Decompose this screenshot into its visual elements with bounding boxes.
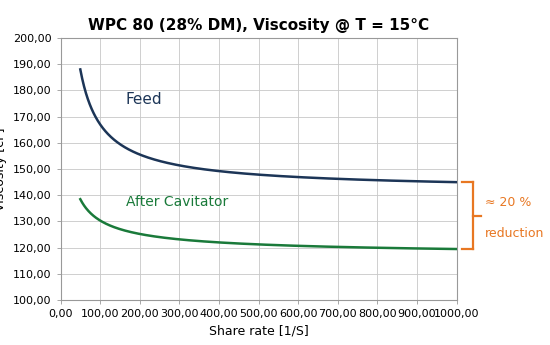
Y-axis label: Viscosity [cP]: Viscosity [cP] [0,127,7,211]
Text: reduction: reduction [485,227,544,240]
Text: Feed: Feed [126,91,162,107]
X-axis label: Share rate [1/S]: Share rate [1/S] [208,325,309,338]
Text: ≈ 20 %: ≈ 20 % [485,196,531,209]
Text: After Cavitator: After Cavitator [126,195,228,209]
Title: WPC 80 (28% DM), Viscosity @ T = 15°C: WPC 80 (28% DM), Viscosity @ T = 15°C [88,18,429,33]
